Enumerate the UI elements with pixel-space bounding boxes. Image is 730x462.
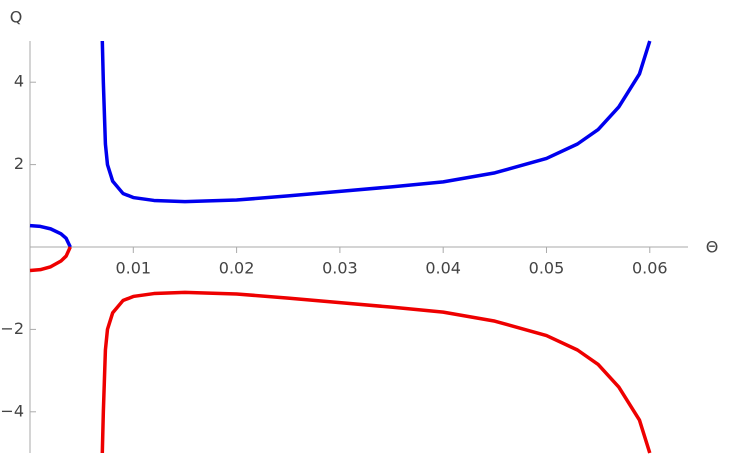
x-tick-label: 0.06	[632, 259, 668, 278]
y-axis-label: Q	[10, 8, 23, 27]
y-tick-label: −2	[0, 319, 24, 338]
y-tick-label: −4	[0, 401, 24, 420]
x-axis-label: Θ	[706, 238, 719, 257]
x-tick-label: 0.02	[219, 259, 255, 278]
x-tick-label: 0.05	[529, 259, 565, 278]
curve	[29, 246, 652, 454]
curve	[29, 40, 652, 248]
y-tick-label: 4	[14, 72, 24, 91]
x-tick-label: 0.03	[322, 259, 358, 278]
x-tick-label: 0.04	[425, 259, 461, 278]
y-tick-label: 2	[14, 154, 24, 173]
x-tick-label: 0.01	[115, 259, 151, 278]
